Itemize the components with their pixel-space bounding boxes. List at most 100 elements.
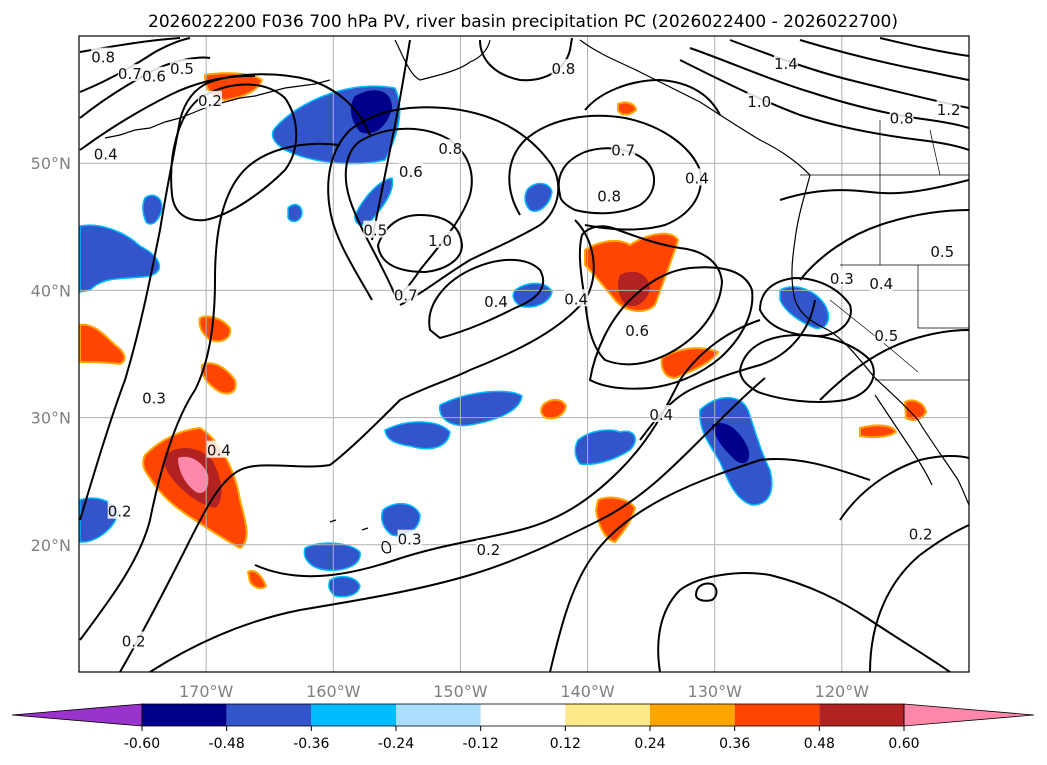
pc-shade-negative	[384, 421, 451, 450]
lat-tick-label: 40°N	[31, 281, 71, 300]
precipitation-shading	[79, 72, 928, 598]
contour-label: 0.3	[142, 388, 167, 408]
colorbar-tick-label: -0.12	[463, 736, 499, 752]
southeast-alaska-coast	[579, 39, 811, 176]
contour-label-bg	[649, 405, 674, 423]
pv-contours	[79, 37, 969, 672]
contour-label: 0.3	[829, 268, 854, 288]
pv-contour	[694, 582, 718, 602]
lon-tick-label: 140°W	[560, 682, 615, 701]
pv-contour	[327, 106, 560, 306]
contour-label: 0.4	[869, 274, 894, 293]
colorbar-segment	[226, 704, 312, 726]
hawaii-islands	[329, 519, 392, 554]
contour-label: 0.3	[397, 529, 422, 549]
pc-shade-negative	[512, 282, 553, 308]
contour-label: 0.6	[142, 66, 167, 86]
colorbar-extend-low	[11, 703, 143, 727]
colorbar-tick-label: -0.24	[378, 736, 414, 752]
contour-labels: 0.80.7 0.6 0.50.20.40.60.80.51.00.7 0.4 0.40…	[91, 47, 961, 650]
contour-label-text: 0.4	[484, 293, 508, 311]
contour-label: 0.8	[438, 139, 463, 158]
contour-label-bg	[117, 64, 142, 82]
pv-contour	[819, 329, 969, 401]
pc-shade-negative	[303, 542, 361, 572]
contour-label-bg	[397, 529, 422, 547]
contour-label-text: 0.7	[118, 65, 142, 83]
contour-label-bg	[484, 291, 509, 309]
contour-label: 0.2	[107, 501, 132, 521]
contour-label-bg	[169, 59, 194, 77]
pc-shade-positive	[198, 315, 232, 343]
colorbar-tick-label: 0.24	[634, 736, 665, 752]
contour-label-text: 0.6	[625, 322, 649, 340]
contour-label-text: 0.6	[399, 163, 423, 181]
pv-contour	[254, 319, 761, 578]
pv-contour	[584, 78, 721, 116]
contour-label-bg	[597, 186, 622, 204]
contour-label-bg	[773, 53, 798, 71]
colorbar-segment	[565, 704, 650, 726]
contour-label-text: 1.2	[937, 101, 961, 119]
pv-contour	[428, 258, 545, 340]
contour-label-bg	[908, 524, 933, 542]
contour-label-bg	[869, 274, 894, 292]
contour-label-bg	[625, 321, 650, 339]
figure-title: 2026022200 F036 700 hPa PV, river basin …	[148, 12, 898, 32]
contour-label-text: 0.8	[597, 187, 621, 205]
contour-label: 1.0	[747, 92, 772, 111]
contour-label-bg	[197, 90, 222, 108]
pv-contour	[758, 276, 852, 338]
contour-label-text: 0.7	[611, 141, 635, 159]
contour-label-text: 0.5	[874, 327, 898, 345]
lat-tick-label: 20°N	[31, 536, 71, 555]
contour-label: 0.7	[117, 64, 142, 83]
contour-label-text: 0.3	[142, 390, 166, 408]
pv-contour	[508, 114, 702, 231]
pv-contour	[344, 127, 473, 297]
contour-label: 0.5	[930, 242, 955, 261]
contour-label: 0.5	[874, 326, 899, 345]
contour-label: 0.7	[393, 285, 418, 304]
contour-label: 0.4	[564, 289, 589, 308]
contour-label-bg	[107, 501, 132, 519]
contour-label: 0.2	[476, 539, 501, 559]
pv-contour	[799, 39, 969, 81]
lon-tick-label: 160°W	[306, 682, 361, 701]
pv-contour	[869, 524, 969, 672]
alaska-coast	[394, 39, 491, 81]
pc-shade-positive	[79, 323, 126, 366]
lon-tick-label: 120°W	[815, 682, 870, 701]
contour-label: 0.5	[169, 59, 194, 78]
contour-label-text: 0.2	[108, 503, 132, 521]
pv-contour	[149, 377, 766, 672]
contour-label-bg	[889, 108, 914, 126]
contour-label: 0.4	[206, 440, 231, 460]
contour-label: 1.0	[428, 230, 453, 250]
contour-label-text: 0.7	[394, 286, 418, 304]
pc-shade-positive	[859, 424, 898, 439]
contour-label-text: 0.3	[398, 531, 422, 549]
contour-label-bg	[747, 92, 772, 110]
contour-label-bg	[874, 326, 899, 344]
contour-label: 0.8	[889, 108, 914, 128]
pv-contour	[779, 179, 969, 201]
lon-tick-label: 130°W	[688, 682, 743, 701]
lat-tick-label: 30°N	[31, 409, 71, 428]
pc-shade-negative	[287, 203, 303, 223]
pv-contour	[371, 39, 411, 241]
contour-label: 0.4	[684, 168, 709, 187]
longitude-labels: 170°W 160°W 150°W 140°W 130°W 120°W	[179, 682, 869, 701]
contour-label-text: 1.4	[774, 55, 798, 73]
contour-label-text: 0.2	[476, 541, 500, 559]
map-frame	[78, 35, 970, 673]
contour-label-text: 1.0	[428, 232, 452, 250]
contour-label-bg	[93, 144, 118, 162]
colorbar-extend-high	[903, 703, 1035, 727]
colorbar-frame	[141, 703, 905, 727]
contour-label-bg	[829, 268, 854, 286]
lon-tick-label: 150°W	[433, 682, 488, 701]
colorbar-tick-label: 0.60	[888, 736, 919, 752]
contour-label-text: 0.8	[438, 140, 462, 158]
contour-label-bg	[121, 631, 146, 649]
